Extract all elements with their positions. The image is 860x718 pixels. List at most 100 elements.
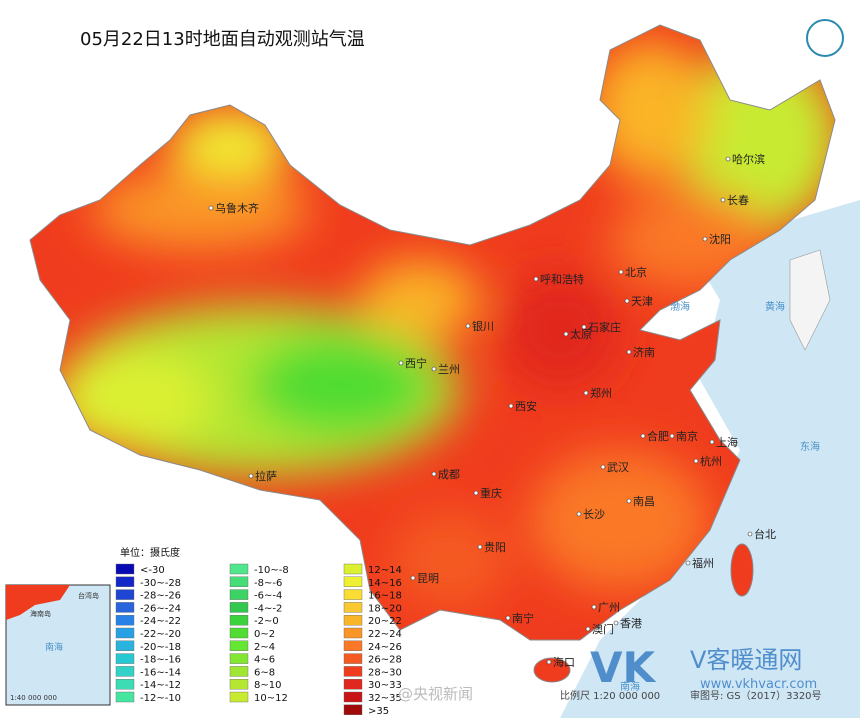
legend-label: 28~30 [368, 667, 402, 678]
city-label: 台北 [754, 527, 776, 541]
city-label: 海口 [553, 655, 575, 669]
city-label: 武汉 [607, 461, 629, 474]
legend-label: >35 [368, 706, 389, 717]
city-dot [613, 620, 619, 626]
legend-label: -22~-20 [140, 629, 181, 640]
city-dot [477, 544, 483, 550]
city-label: 贵阳 [484, 541, 506, 554]
legend-label: -18~-16 [140, 655, 181, 666]
city-label: 郑州 [590, 386, 612, 400]
city-dot [618, 269, 624, 275]
field-blobs [50, 40, 835, 610]
legend-label: 18~20 [368, 603, 402, 614]
city-dot [583, 390, 589, 396]
legend-label: 26~28 [368, 655, 402, 666]
city-label: 天津 [631, 295, 653, 308]
legend-swatch [115, 615, 135, 626]
legend-swatch [343, 615, 363, 626]
city-label: 重庆 [480, 486, 502, 500]
city-label: 香港 [620, 617, 642, 630]
scale: 比例尺 1:20 000 000 [560, 689, 660, 702]
legend-swatch [115, 602, 135, 613]
city-label: 兰州 [438, 363, 460, 376]
legend-swatch [229, 602, 249, 613]
city-label: 拉萨 [255, 469, 277, 483]
city-label: 呼和浩特 [540, 272, 584, 286]
city-label: 南宁 [512, 611, 534, 625]
legend-swatch [115, 589, 135, 600]
legend: 单位：摄氏度 <-30 -30~-28 -28~-26-26~-24 -24~-22 -… [115, 546, 402, 717]
sea [560, 200, 860, 718]
city-label: 成都 [438, 468, 460, 481]
legend-label: -28~-26 [140, 591, 181, 602]
legend-swatch [229, 615, 249, 626]
city-dot [626, 349, 632, 355]
inset-label: 南海 [45, 641, 63, 653]
city-dot [546, 659, 552, 665]
taiwan [730, 543, 754, 597]
city-dot [533, 276, 539, 282]
legend-label: 8~10 [254, 680, 281, 691]
legend-swatch [115, 691, 135, 703]
city-dot [505, 615, 511, 621]
city-label: 哈尔滨 [732, 152, 765, 166]
city-label: 太原 [570, 328, 592, 341]
legend-label: 14~16 [368, 578, 402, 589]
legend-swatch [343, 563, 363, 575]
legend-label: -2~0 [254, 616, 279, 627]
legend-swatch [343, 602, 363, 613]
city-dot [398, 360, 404, 366]
city-dot [624, 298, 630, 304]
approval: 审图号: GS（2017）3320号 [690, 689, 822, 702]
city-dot [431, 366, 437, 372]
city-label: 南昌 [633, 495, 655, 508]
city-dot [576, 511, 582, 517]
legend-swatch [343, 691, 363, 703]
legend-label: -14~-12 [140, 680, 181, 691]
legend-label: -6~-4 [254, 591, 282, 602]
legend-label: -20~-18 [140, 642, 181, 653]
city-dot [208, 205, 214, 211]
sea-label: 南海 [620, 680, 640, 693]
legend-swatch [229, 691, 249, 703]
inset: 台湾岛 海南岛 南海 1:40 000 000 [5, 584, 111, 706]
legend-label: 32~35 [368, 693, 402, 704]
legend-unit: 单位：摄氏度 [120, 546, 180, 559]
legend-swatch [229, 627, 249, 639]
legend-swatch [229, 666, 249, 677]
legend-swatch [115, 576, 135, 587]
city-label: 合肥 [647, 429, 669, 443]
city-dot [600, 464, 606, 470]
sea-label: 渤海 [670, 300, 690, 313]
legend-swatch [343, 679, 363, 690]
legend-swatch [343, 640, 363, 651]
legend-swatch [343, 576, 363, 587]
city-label: 澳门 [592, 622, 614, 636]
site-url: www.vkhvacr.com [700, 677, 817, 692]
city-dot [669, 433, 675, 439]
legend-swatch [229, 563, 249, 575]
city-label: 长春 [727, 194, 749, 207]
city-label: 石家庄 [588, 320, 621, 334]
city-dot [508, 403, 514, 409]
legend-label: 0~2 [254, 629, 275, 640]
legend-label: -26~-24 [140, 603, 181, 614]
legend-label: -30~-28 [140, 578, 181, 589]
city-dot [581, 324, 587, 330]
city-label: 北京 [625, 265, 647, 279]
city-dot [410, 575, 416, 581]
city-dot [640, 433, 646, 439]
city-dot [725, 156, 731, 162]
sea-label: 东海 [800, 440, 820, 453]
city-dot [720, 197, 726, 203]
city-label: 上海 [716, 435, 738, 449]
legend-swatch [229, 640, 249, 651]
legend-label: 22~24 [368, 629, 402, 640]
city-dot [693, 458, 699, 464]
city-label: 杭州 [700, 454, 722, 468]
legend-swatch [229, 576, 249, 587]
legend-swatch [229, 653, 249, 664]
sea-label: 黄海 [765, 300, 785, 313]
legend-label: 16~18 [368, 591, 402, 602]
